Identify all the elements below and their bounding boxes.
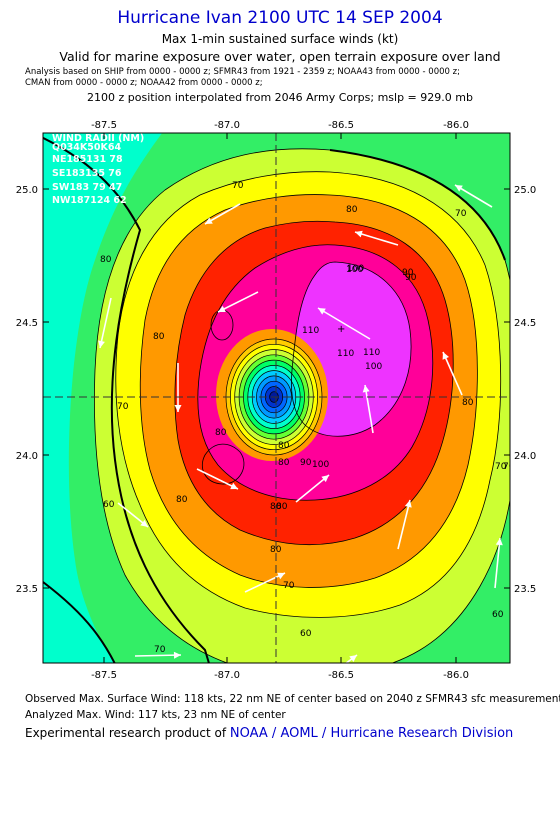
wind-vector <box>354 230 399 246</box>
wind-vector <box>134 651 182 659</box>
contour-label: 70 <box>503 462 515 472</box>
contour-label: 80 <box>153 332 165 342</box>
contour-label: 70 <box>117 402 129 412</box>
map-subtitle: Max 1-min sustained surface winds (kt) <box>161 32 399 46</box>
wind-vector <box>362 384 374 434</box>
wind-radii-sw: SW183 79 47 <box>52 182 122 193</box>
contour-label: 100 <box>365 362 382 372</box>
contour-label: 80 <box>215 428 227 438</box>
contour-label: 80 <box>276 502 288 512</box>
wind-map: 7080901001108070808090100808070706060608… <box>0 110 560 690</box>
lon-tick-top-1: -87.5 <box>91 120 117 131</box>
contour-label: 100 <box>347 264 364 274</box>
lon-tick-top-3: -86.5 <box>328 120 354 131</box>
contour-label: 80 <box>278 441 290 451</box>
contour-label: 90 <box>300 458 312 468</box>
center-crosshair <box>43 133 510 663</box>
50kt-contour <box>43 581 116 663</box>
analysis-sources-line2: CMAN from 0000 - 0000 z; NOAA42 from 000… <box>25 78 263 88</box>
contour-label: 100 <box>312 460 329 470</box>
contour-label: 80 <box>346 205 358 215</box>
lat-tick-left-2: 24.5 <box>16 318 38 329</box>
wind-vector <box>204 203 241 225</box>
60kt-contour <box>43 136 210 663</box>
contour-label: 90 <box>402 268 414 278</box>
lon-tick-bottom-4: -86.0 <box>443 670 469 681</box>
wind-vector <box>244 572 286 593</box>
lat-tick-left-1: 25.0 <box>16 185 38 196</box>
contour-label: 110 <box>337 349 354 359</box>
wind-radii-se: SE183135 76 <box>52 168 122 179</box>
wind-radii-nw: NW187124 62 <box>52 195 127 206</box>
wind-vector <box>442 351 463 396</box>
wind-vector <box>397 499 412 550</box>
contour-label: 60 <box>300 629 312 639</box>
exposure-note: Valid for marine exposure over water, op… <box>59 49 501 64</box>
contour-label: 100 <box>346 265 363 275</box>
wind-vector <box>494 537 503 589</box>
wind-vector <box>174 363 182 412</box>
wind-vector <box>117 502 149 528</box>
lon-tick-top-2: -87.0 <box>214 120 240 131</box>
product-credit: Experimental research product of NOAA / … <box>25 726 513 741</box>
lon-tick-bottom-2: -87.0 <box>214 670 240 681</box>
wind-radii-title: WIND RADII (NM) <box>52 133 144 144</box>
wind-vector <box>196 468 239 490</box>
analyzed-max-wind: Analyzed Max. Wind: 117 kts, 23 nm NE of… <box>25 709 286 721</box>
contour-label: 80 <box>278 458 290 468</box>
map-title: Hurricane Ivan 2100 UTC 14 SEP 2004 <box>117 8 443 28</box>
lat-tick-right-3: 24.0 <box>514 451 536 462</box>
position-note: 2100 z position interpolated from 2046 A… <box>87 91 473 104</box>
contour-label: 80 <box>100 255 112 265</box>
wind-radii-header: Q034K50K64 <box>52 142 121 153</box>
contour-label: 110 <box>363 348 380 358</box>
lat-tick-right-4: 23.5 <box>514 584 536 595</box>
lat-tick-left-3: 24.0 <box>16 451 38 462</box>
wind-vector <box>317 307 371 340</box>
lon-tick-bottom-3: -86.5 <box>328 670 354 681</box>
wind-vector <box>454 184 493 208</box>
contour-label: 70 <box>495 462 507 472</box>
contour-label: 80 <box>270 545 282 555</box>
lat-tick-left-4: 23.5 <box>16 584 38 595</box>
lon-tick-bottom-1: -87.5 <box>91 670 117 681</box>
lon-tick-top-4: -86.0 <box>443 120 469 131</box>
contour-label: 80 <box>462 398 474 408</box>
hrd-link[interactable]: NOAA / AOML / Hurricane Research Divisio… <box>229 726 514 741</box>
product-credit-prefix: Experimental research product of <box>25 726 230 740</box>
contour-label-group: 7080901001108070808090100808070706060608… <box>100 181 515 655</box>
wind-vector <box>295 474 330 503</box>
contour-label: 60 <box>492 610 504 620</box>
contour-lines <box>94 148 510 663</box>
wind-vector <box>217 291 259 313</box>
wind-vector <box>98 297 112 349</box>
analysis-sources-line1: Analysis based on SHIP from 0000 - 0000 … <box>25 67 460 77</box>
contour-label: 70 <box>232 181 244 191</box>
contour-label: 60 <box>103 500 115 510</box>
axis-ticks <box>43 133 510 663</box>
64kt-contour <box>329 149 506 261</box>
lat-tick-right-2: 24.5 <box>514 318 536 329</box>
observed-max-wind: Observed Max. Surface Wind: 118 kts, 22 … <box>25 693 560 705</box>
wind-vectors <box>98 184 503 663</box>
plot-frame <box>42 132 511 664</box>
wind-radii-ne: NE185131 78 <box>52 154 123 165</box>
wind-radii-table: WIND RADII (NM) Q034K50K64 NE185131 78 S… <box>52 133 144 206</box>
wind-field-map: 7080901001108070808090100808070706060608… <box>16 120 537 681</box>
contour-label: 80 <box>176 495 188 505</box>
max-wind-marker: + <box>337 324 345 335</box>
contour-label: 110 <box>302 326 319 336</box>
wind-field: 7080901001108070808090100808070706060608… <box>43 133 515 663</box>
axis-labels: -87.5 -87.0 -86.5 -86.0 -87.5 -87.0 -86.… <box>16 120 537 681</box>
contour-label: 70 <box>154 645 166 655</box>
lat-tick-right-1: 25.0 <box>514 185 536 196</box>
contour-label: 70 <box>283 581 295 591</box>
contour-label: 70 <box>455 209 467 219</box>
contour-label: 90 <box>405 273 417 283</box>
